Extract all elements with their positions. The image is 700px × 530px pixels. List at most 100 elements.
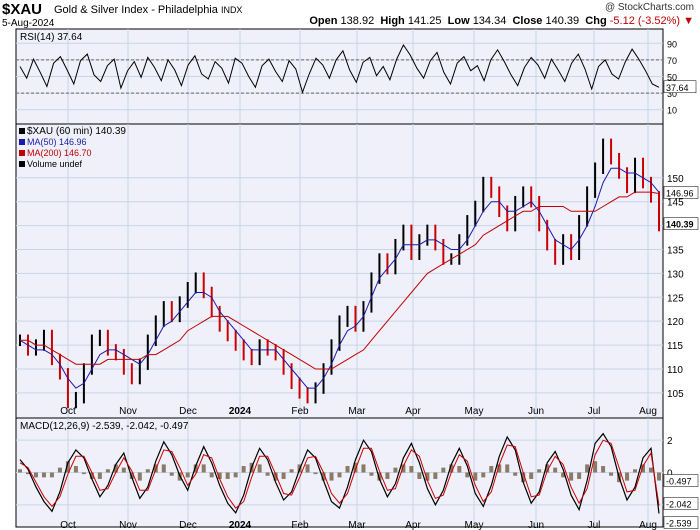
- macd-histogram-bar-71: [585, 464, 590, 473]
- macd-histogram-bar-76: [625, 472, 630, 481]
- macd-histogram-bar-62: [513, 472, 518, 476]
- price-xlabel-6: Apr: [405, 406, 421, 417]
- macd-histogram-bar-41: [345, 466, 350, 473]
- price-legend-label-2: MA(200) 146.70: [27, 148, 92, 158]
- macd-histogram-bar-11: [105, 469, 110, 473]
- macd-histogram-bar-36: [305, 464, 310, 473]
- macd-histogram-bar-10: [97, 472, 102, 479]
- macd-xlabel-4: Feb: [291, 520, 309, 530]
- price-ytick-8: 110: [667, 365, 683, 376]
- macd-last-label-2: -2.539: [666, 519, 692, 529]
- macd-xlabel-10: Aug: [639, 520, 657, 530]
- macd-title: MACD(12,26,9) -2.539, -2.042, -0.497: [20, 421, 189, 432]
- macd-histogram-bar-30: [257, 464, 262, 473]
- macd-ytick-1: 0: [667, 469, 673, 480]
- price-ytick-9: 105: [667, 389, 684, 400]
- price-legend-label-0: $XAU (60 min) 140.39: [27, 126, 126, 137]
- macd-histogram-bar-3: [41, 472, 46, 478]
- index-name-text: Gold & Silver Index - Philadelphia: [54, 4, 218, 16]
- price-xlabel-4: Feb: [291, 406, 309, 417]
- close-value: 140.39: [545, 15, 580, 27]
- close-label: Close: [512, 15, 543, 27]
- macd-histogram-bar-70: [577, 472, 582, 479]
- macd-histogram-bar-31: [265, 472, 270, 476]
- macd-histogram-bar-13: [121, 467, 126, 473]
- macd-histogram-bar-37: [313, 472, 318, 475]
- price-ytick-4: 130: [667, 269, 684, 280]
- rsi-line: [19, 43, 660, 94]
- macd-histogram-bar-9: [89, 472, 94, 479]
- price-ytick-6: 120: [667, 317, 684, 328]
- price-xlabel-0: Oct: [60, 406, 76, 417]
- macd-histogram-bar-48: [401, 464, 406, 473]
- macd-xlabel-1: Nov: [119, 520, 137, 530]
- low-value: 134.34: [472, 15, 507, 27]
- macd-last-box-2: [663, 516, 699, 529]
- macd-xlabel-6: Apr: [405, 520, 421, 530]
- macd-histogram-bar-40: [337, 472, 342, 478]
- macd-histogram-bar-50: [417, 472, 422, 479]
- macd-histogram-bar-24: [209, 472, 214, 478]
- price-xlabel-7: May: [465, 406, 484, 417]
- macd-xlabel-5: Mar: [348, 520, 366, 530]
- macd-histogram-bar-23: [201, 464, 206, 473]
- macd-histogram-bar-56: [465, 472, 470, 478]
- macd-histogram-bar-64: [529, 472, 534, 479]
- macd-histogram-bar-15: [137, 472, 142, 481]
- rsi-ytick-0: 90: [667, 39, 677, 49]
- symbol: $XAU: [2, 1, 43, 18]
- macd-histogram-bar-27: [233, 472, 238, 478]
- macd-histogram-bar-12: [113, 464, 118, 473]
- rsi-last-label: 37.64: [666, 83, 689, 93]
- macd-histogram-bar-46: [385, 472, 390, 479]
- macd-histogram-bar-54: [449, 464, 454, 473]
- ohlc-summary: Open 138.92 High 141.25 Low 134.34 Close…: [309, 15, 694, 27]
- macd-histogram-bar-18: [161, 464, 166, 473]
- price-xlabel-10: Aug: [639, 406, 657, 417]
- macd-last-box-1: [663, 497, 699, 510]
- macd-histogram-bar-0: [18, 469, 22, 473]
- macd-histogram-bar-73: [601, 466, 606, 473]
- macd-histogram-bar-26: [225, 472, 230, 479]
- macd-histogram-bar-58: [481, 472, 486, 478]
- macd-histogram-bar-5: [57, 467, 62, 473]
- macd-histogram-bar-44: [369, 472, 374, 476]
- macd-histogram-bar-51: [425, 472, 430, 481]
- price-ytick-7: 115: [667, 341, 683, 352]
- macd-histogram-bar-55: [457, 466, 462, 473]
- macd-histogram-bar-60: [497, 464, 502, 473]
- exchange: INDX: [220, 5, 243, 15]
- macd-histogram-bar-43: [361, 464, 366, 473]
- ma50-last-box: [663, 186, 699, 199]
- macd-histogram-bar-32: [273, 472, 278, 481]
- price-legend-label-1: MA(50) 146.96: [27, 137, 87, 147]
- rsi-last-box: [663, 80, 697, 94]
- stockcharts-credit[interactable]: @ StockCharts.com: [604, 2, 694, 13]
- rsi-ytick-2: 50: [667, 73, 677, 83]
- macd-histogram-bar-59: [489, 466, 494, 473]
- macd-histogram-bar-8: [81, 472, 86, 475]
- macd-histogram-bar-2: [33, 472, 38, 478]
- macd-histogram-bar-7: [73, 466, 78, 473]
- macd-xlabel-3: 2024: [229, 520, 252, 530]
- price-xlabel-3: 2024: [229, 406, 252, 417]
- price-xlabel-1: Nov: [119, 406, 137, 417]
- price-xlabel-2: Dec: [179, 406, 197, 417]
- open-label: Open: [309, 15, 338, 27]
- macd-histogram-bar-6: [65, 461, 70, 473]
- macd-line: [19, 432, 660, 515]
- panel-1-frame: [15, 123, 664, 419]
- open-value: 138.92: [340, 15, 375, 27]
- price-legend-swatch-2: [19, 150, 25, 156]
- macd-histogram-bar-77: [633, 469, 638, 473]
- macd-ytick-0: 2: [667, 436, 673, 447]
- chart-date: 5-Aug-2024: [2, 18, 55, 29]
- price-ytick-5: 125: [667, 293, 684, 304]
- macd-histogram-bar-4: [49, 472, 54, 478]
- price-legend-swatch-1: [19, 139, 25, 145]
- ma50-last-label: 146.96: [666, 188, 694, 198]
- macd-histogram-bar-78: [641, 464, 646, 473]
- macd-histogram-bar-34: [289, 469, 294, 473]
- macd-histogram-bar-74: [609, 472, 614, 476]
- high-label: High: [380, 15, 405, 27]
